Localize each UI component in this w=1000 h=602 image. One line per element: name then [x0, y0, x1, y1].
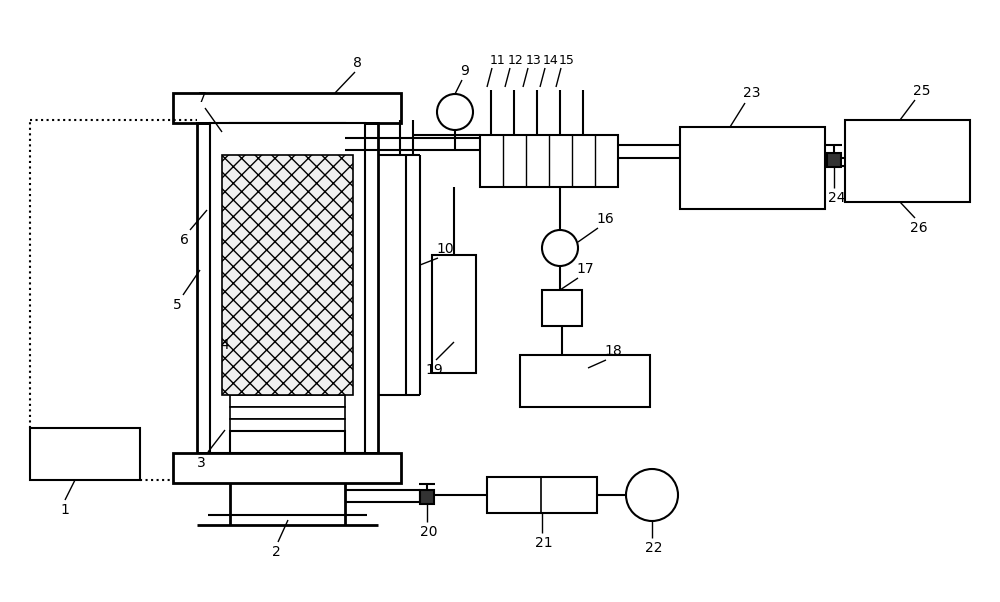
- Text: 5: 5: [173, 298, 182, 312]
- Bar: [420, 490, 434, 504]
- Text: 16: 16: [596, 212, 614, 226]
- Text: 17: 17: [576, 262, 594, 276]
- Bar: [230, 123, 345, 163]
- Bar: [222, 155, 353, 395]
- Text: 7: 7: [198, 91, 207, 105]
- Text: 15: 15: [559, 54, 575, 67]
- Text: 3: 3: [197, 456, 206, 470]
- Bar: [318, 123, 378, 453]
- Bar: [480, 135, 618, 187]
- Text: 2: 2: [272, 545, 281, 559]
- Bar: [30, 428, 140, 480]
- Bar: [173, 453, 401, 483]
- Text: 23: 23: [743, 86, 761, 100]
- Bar: [230, 431, 345, 453]
- Text: 24: 24: [828, 191, 846, 205]
- Text: 12: 12: [508, 54, 524, 67]
- Bar: [520, 355, 650, 407]
- Text: 4: 4: [220, 338, 229, 352]
- Text: 13: 13: [526, 54, 542, 67]
- Text: 9: 9: [460, 64, 469, 78]
- Bar: [827, 153, 841, 167]
- Bar: [230, 419, 345, 431]
- Text: 8: 8: [353, 56, 362, 70]
- Text: 20: 20: [420, 525, 438, 539]
- Text: 26: 26: [910, 221, 928, 235]
- Bar: [680, 127, 825, 209]
- Bar: [432, 255, 476, 373]
- Bar: [845, 120, 970, 202]
- Text: 14: 14: [543, 54, 559, 67]
- Bar: [542, 290, 582, 326]
- Text: 11: 11: [490, 54, 506, 67]
- Text: 1: 1: [60, 503, 69, 517]
- Text: 18: 18: [604, 344, 622, 358]
- Text: 25: 25: [913, 84, 930, 98]
- Circle shape: [626, 469, 678, 521]
- Text: 19: 19: [425, 363, 443, 377]
- Bar: [197, 123, 257, 453]
- Bar: [173, 93, 401, 123]
- Text: 10: 10: [436, 242, 454, 256]
- Circle shape: [437, 94, 473, 130]
- Text: 21: 21: [535, 536, 553, 550]
- Bar: [487, 477, 597, 513]
- Circle shape: [542, 230, 578, 266]
- Text: 6: 6: [180, 233, 189, 247]
- Bar: [230, 407, 345, 419]
- Bar: [210, 123, 365, 453]
- Text: 22: 22: [645, 541, 662, 555]
- Bar: [230, 395, 345, 407]
